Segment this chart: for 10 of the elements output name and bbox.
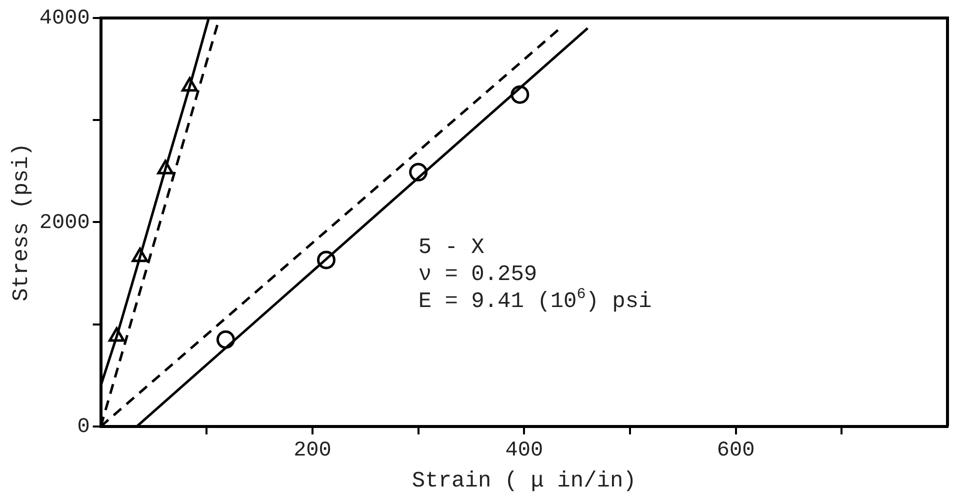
y-axis-title: Stress (psi) (9, 142, 34, 302)
annotation: 5 - X (418, 235, 484, 260)
x-axis-title: Strain ( μ in/in) (412, 468, 636, 494)
x-tick-label: 400 (505, 440, 544, 463)
y-tick-label: 4000 (39, 8, 90, 31)
x-tick-label: 200 (294, 440, 332, 463)
x-tick-label: 600 (716, 440, 755, 463)
y-tick-label: 0 (77, 416, 90, 439)
annotation: ν = 0.259 (418, 262, 538, 287)
y-tick-label: 2000 (39, 212, 90, 235)
